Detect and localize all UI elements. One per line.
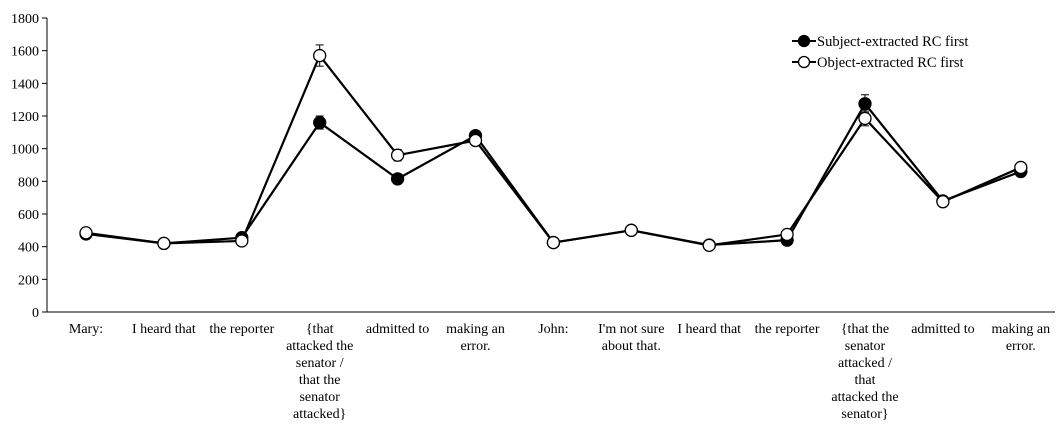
data-point xyxy=(702,238,716,253)
x-category-label: {that the senator attacked / that attacked t… xyxy=(831,322,898,422)
x-category-label: I heard that xyxy=(677,322,741,337)
data-point xyxy=(468,133,483,148)
data-point xyxy=(390,148,405,162)
legend-marker xyxy=(797,55,811,69)
y-tick-label: 1000 xyxy=(11,143,39,158)
y-tick-label: 1600 xyxy=(11,45,39,60)
y-axis-ticks: 0 200 400 600 800 1000 1200 1400 1600 1800 xyxy=(11,12,47,321)
y-tick-label: 200 xyxy=(18,273,39,288)
series-2 xyxy=(79,44,1028,253)
data-point xyxy=(390,172,405,186)
series-line xyxy=(85,102,1022,247)
x-category-label: I heard that xyxy=(132,322,196,337)
data-point xyxy=(546,235,561,250)
x-category-label: John: xyxy=(538,322,568,337)
y-tick-label: 400 xyxy=(18,241,39,256)
data-point xyxy=(235,234,249,248)
data-point xyxy=(780,227,794,242)
x-category-label: admitted to xyxy=(911,322,974,337)
data-point xyxy=(858,111,872,126)
data-point xyxy=(313,115,327,130)
data-point xyxy=(313,48,327,63)
x-category-label: the reporter xyxy=(755,322,820,337)
x-category-label: making an error. xyxy=(446,322,505,354)
axes xyxy=(46,18,1055,313)
y-tick-label: 0 xyxy=(32,306,39,321)
series-line xyxy=(85,54,1022,247)
x-category-label: {that attacked the senator / that the senato… xyxy=(286,322,353,422)
data-point xyxy=(624,223,638,237)
y-tick-label: 1200 xyxy=(11,110,39,125)
legend-marker xyxy=(797,34,811,48)
data-point xyxy=(157,236,171,251)
legend-label: Object-extracted RC first xyxy=(817,55,964,71)
x-category-label: making an error. xyxy=(991,322,1050,354)
x-category-label: I'm not sure about that. xyxy=(598,322,664,354)
y-tick-label: 800 xyxy=(18,175,39,190)
x-axis-category-labels: Mary: I heard that the reporter {that attack… xyxy=(69,322,1050,422)
legend: Subject-extracted RC first Object-extract… xyxy=(792,34,968,71)
y-tick-label: 1800 xyxy=(11,12,39,27)
y-tick-label: 600 xyxy=(18,208,39,223)
y-tick-label: 1400 xyxy=(11,77,39,92)
legend-label: Subject-extracted RC first xyxy=(817,34,968,50)
data-point xyxy=(936,195,950,209)
data-point xyxy=(79,226,93,240)
x-category-label: admitted to xyxy=(366,322,429,337)
series-1 xyxy=(79,94,1028,252)
data-point xyxy=(858,97,872,111)
series-layer xyxy=(79,44,1028,253)
x-category-label: Mary: xyxy=(69,322,103,337)
data-point xyxy=(1014,160,1028,175)
x-category-label: the reporter xyxy=(209,322,274,337)
